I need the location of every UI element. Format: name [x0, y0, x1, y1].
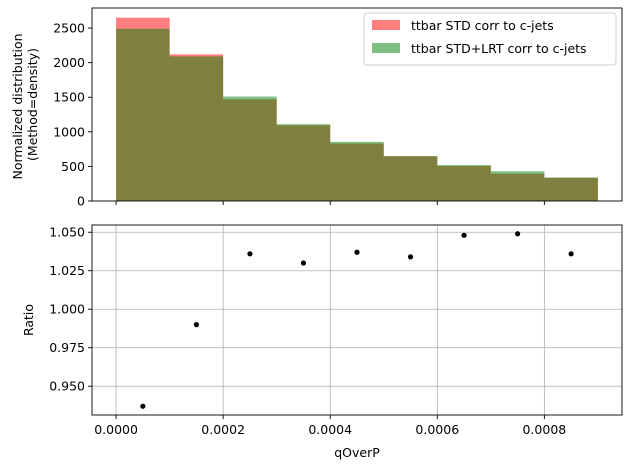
ratio-point — [300, 260, 307, 266]
ratio-y-axis-label: Ratio — [21, 304, 36, 336]
ratio-axes-frame — [91, 224, 623, 416]
y-tick-label: 500 — [61, 159, 85, 174]
y-tick-label: 1.025 — [49, 263, 85, 278]
y-tick-label: 0.975 — [49, 340, 85, 355]
bar-series1-bin6 — [437, 165, 491, 201]
x-tick-label: 0.0008 — [522, 422, 566, 437]
histogram-axes-frame — [91, 7, 623, 202]
series-std-lrt-bars — [116, 28, 598, 202]
x-tick-label: 0.0006 — [415, 422, 459, 437]
y-tick-label: 0.950 — [49, 379, 85, 394]
y-tick-label: 1.050 — [49, 225, 85, 240]
y-tick-label: 0 — [77, 194, 85, 209]
ratio-point — [140, 403, 146, 409]
bar-series1-bin0 — [116, 28, 170, 202]
histogram-y-axis-label: Normalized distribution (Method=density) — [10, 29, 40, 179]
ratio-y-ticks: 0.950 0.975 1.000 1.025 1.050 — [49, 225, 92, 394]
ratio-point — [247, 251, 253, 257]
histogram-y-ticks: 0 500 1000 1500 2000 2500 — [53, 21, 92, 209]
ratio-points — [140, 231, 574, 409]
y-tick-label: 2500 — [53, 21, 85, 36]
legend-label-std-lrt: ttbar STD+LRT corr to c-jets — [411, 41, 587, 56]
bar-series1-bin5 — [383, 156, 438, 201]
legend-swatch-std — [372, 20, 400, 30]
x-tick-label: 0.0004 — [308, 422, 352, 437]
y-tick-label: 1000 — [53, 124, 85, 139]
y-tick-label: 2000 — [53, 55, 85, 70]
ratio-point — [515, 231, 521, 237]
bar-series1-bin4 — [330, 141, 384, 201]
x-tick-label: 0.0002 — [201, 422, 245, 437]
legend-box — [363, 12, 617, 66]
ratio-grid — [92, 225, 622, 415]
ratio-x-ticks: 0.0000 0.0002 0.0004 0.0006 0.0008 — [94, 415, 566, 437]
y-tick-label: 1500 — [53, 90, 85, 105]
histogram-y-axis-label-line-1: Normalized distribution — [10, 33, 25, 179]
ratio-point — [568, 251, 574, 257]
x-tick-label: 0.0000 — [94, 422, 138, 437]
histogram-panel: 0 500 1000 1500 2000 2500 Normalized distribu… — [10, 7, 623, 209]
bar-series1-bin8 — [544, 177, 598, 201]
bar-series1-bin2 — [223, 96, 277, 201]
legend-swatch-std-lrt — [372, 43, 400, 53]
bar-series1-bin7 — [490, 171, 545, 201]
ratio-point — [461, 232, 467, 238]
ratio-point — [354, 249, 360, 255]
histogram-x-ticks — [115, 201, 545, 205]
ratio-point — [407, 254, 414, 260]
ratio-point — [193, 322, 199, 328]
bar-series1-bin3 — [276, 124, 331, 201]
legend: ttbar STD corr to c-jets ttbar STD+LRT c… — [363, 12, 617, 66]
y-tick-label: 1.000 — [49, 302, 85, 317]
legend-label-std: ttbar STD corr to c-jets — [411, 18, 554, 33]
bar-series1-bin1 — [169, 56, 224, 201]
histogram-y-axis-label-line-2: (Method=density) — [25, 48, 40, 161]
ratio-x-axis-label: qOverP — [334, 445, 380, 460]
